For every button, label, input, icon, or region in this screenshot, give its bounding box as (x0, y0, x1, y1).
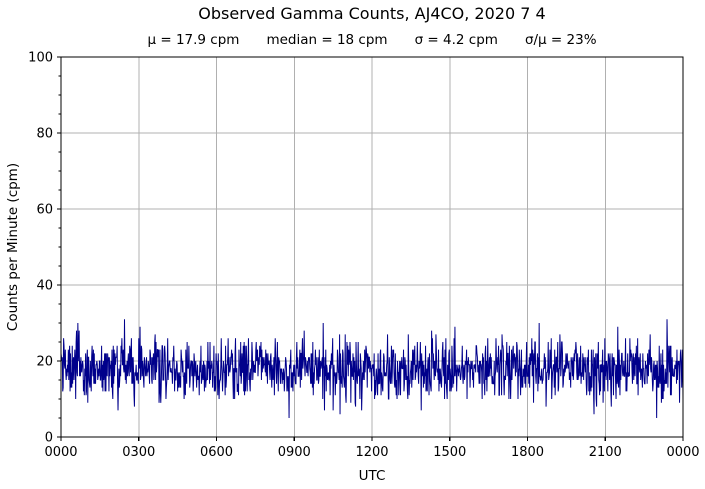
chart-title: Observed Gamma Counts, AJ4CO, 2020 7 4 (198, 4, 546, 23)
x-tick-label: 0000 (44, 445, 77, 460)
stat-ratio: σ/μ = 23% (524, 32, 597, 48)
x-tick-label: 0000 (666, 445, 699, 460)
y-tick-label: 0 (45, 431, 53, 446)
chart-stats-line: μ = 17.9 cpm median = 18 cpm σ = 4.2 cpm… (61, 33, 683, 48)
y-tick-label: 80 (36, 127, 53, 142)
y-tick-label: 100 (28, 51, 53, 66)
x-tick-label: 1500 (433, 445, 466, 460)
x-tick-label: 0300 (122, 445, 155, 460)
x-tick-label: 2100 (589, 445, 622, 460)
stat-median: median = 18 cpm (266, 32, 388, 48)
x-tick-label: 0600 (200, 445, 233, 460)
y-axis-label: Counts per Minute (cpm) (5, 163, 21, 331)
stat-sigma: σ = 4.2 cpm (414, 32, 498, 48)
gamma-counts-line (60, 319, 684, 419)
x-tick-label: 0900 (278, 445, 311, 460)
y-tick-label: 60 (36, 203, 53, 218)
x-axis-label: UTC (359, 468, 386, 484)
x-tick-label: 1200 (355, 445, 388, 460)
y-tick-label: 20 (36, 355, 53, 370)
stat-mean: μ = 17.9 cpm (147, 32, 240, 48)
x-tick-label: 1800 (511, 445, 544, 460)
y-tick-label: 40 (36, 279, 53, 294)
